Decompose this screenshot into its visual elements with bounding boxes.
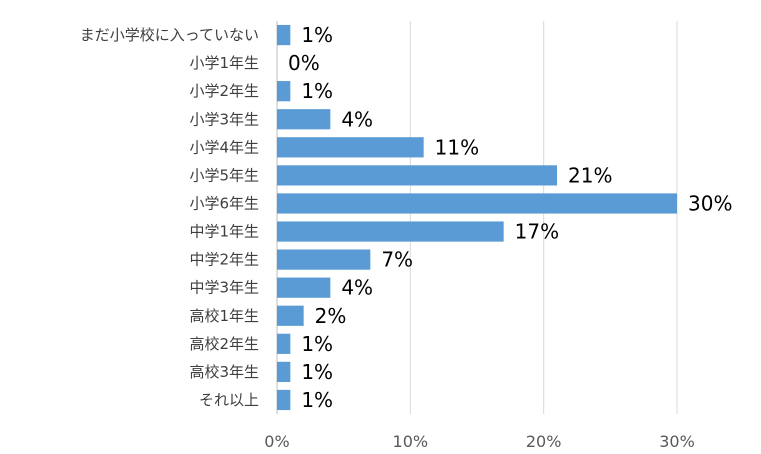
x-tick-label: 20% (526, 432, 562, 451)
category-label: 中学3年生 (189, 279, 259, 297)
bar (277, 305, 304, 326)
data-label: 21% (568, 163, 612, 187)
bar (277, 24, 291, 46)
data-label: 1% (301, 360, 333, 384)
category-label: 小学4年生 (189, 138, 259, 156)
category-label: 小学5年生 (189, 166, 259, 184)
data-label: 30% (688, 191, 732, 215)
bar (277, 277, 331, 298)
bar (277, 361, 291, 382)
x-tick-labels: 0% 10% 20% 30% (264, 432, 694, 451)
bar (277, 193, 677, 214)
category-label: 高校2年生 (189, 335, 259, 353)
data-label: 1% (301, 23, 333, 47)
category-labels: まだ小学校に入っていない小学1年生小学2年生小学3年生小学4年生小学5年生小学6… (80, 26, 259, 409)
bar (277, 137, 424, 158)
category-label: 高校3年生 (189, 363, 259, 381)
category-label: 中学2年生 (189, 251, 259, 269)
bar (277, 109, 331, 130)
data-label: 0% (288, 51, 320, 75)
x-tick-label: 0% (264, 432, 289, 451)
bar (277, 333, 291, 354)
bar (277, 221, 504, 242)
data-label: 1% (301, 79, 333, 103)
bar (277, 81, 291, 102)
category-label: 小学2年生 (189, 82, 259, 100)
data-label: 1% (301, 388, 333, 412)
category-label: 小学3年生 (189, 110, 259, 128)
data-label: 4% (341, 107, 373, 131)
data-label: 7% (381, 248, 413, 272)
bar (277, 249, 371, 270)
x-tick-label: 30% (659, 432, 695, 451)
category-label: それ以上 (199, 391, 259, 409)
bars (277, 24, 677, 411)
category-label: 小学6年生 (189, 194, 259, 212)
bar (277, 389, 291, 411)
data-label: 4% (341, 276, 373, 300)
data-label: 1% (301, 332, 333, 356)
category-label: 中学1年生 (189, 223, 259, 241)
category-label: まだ小学校に入っていない (80, 26, 259, 44)
category-label: 小学1年生 (189, 54, 259, 72)
data-label: 11% (435, 135, 479, 159)
category-label: 高校1年生 (189, 307, 259, 325)
data-label: 2% (315, 304, 347, 328)
x-tick-label: 10% (393, 432, 429, 451)
bar (277, 165, 557, 186)
gridlines (276, 21, 678, 414)
data-labels: 1% 0% 1% 4% 11% 21% 30% 17% 7% 4% 2% 1% 1% 1% (288, 23, 732, 412)
data-label: 17% (515, 220, 559, 244)
